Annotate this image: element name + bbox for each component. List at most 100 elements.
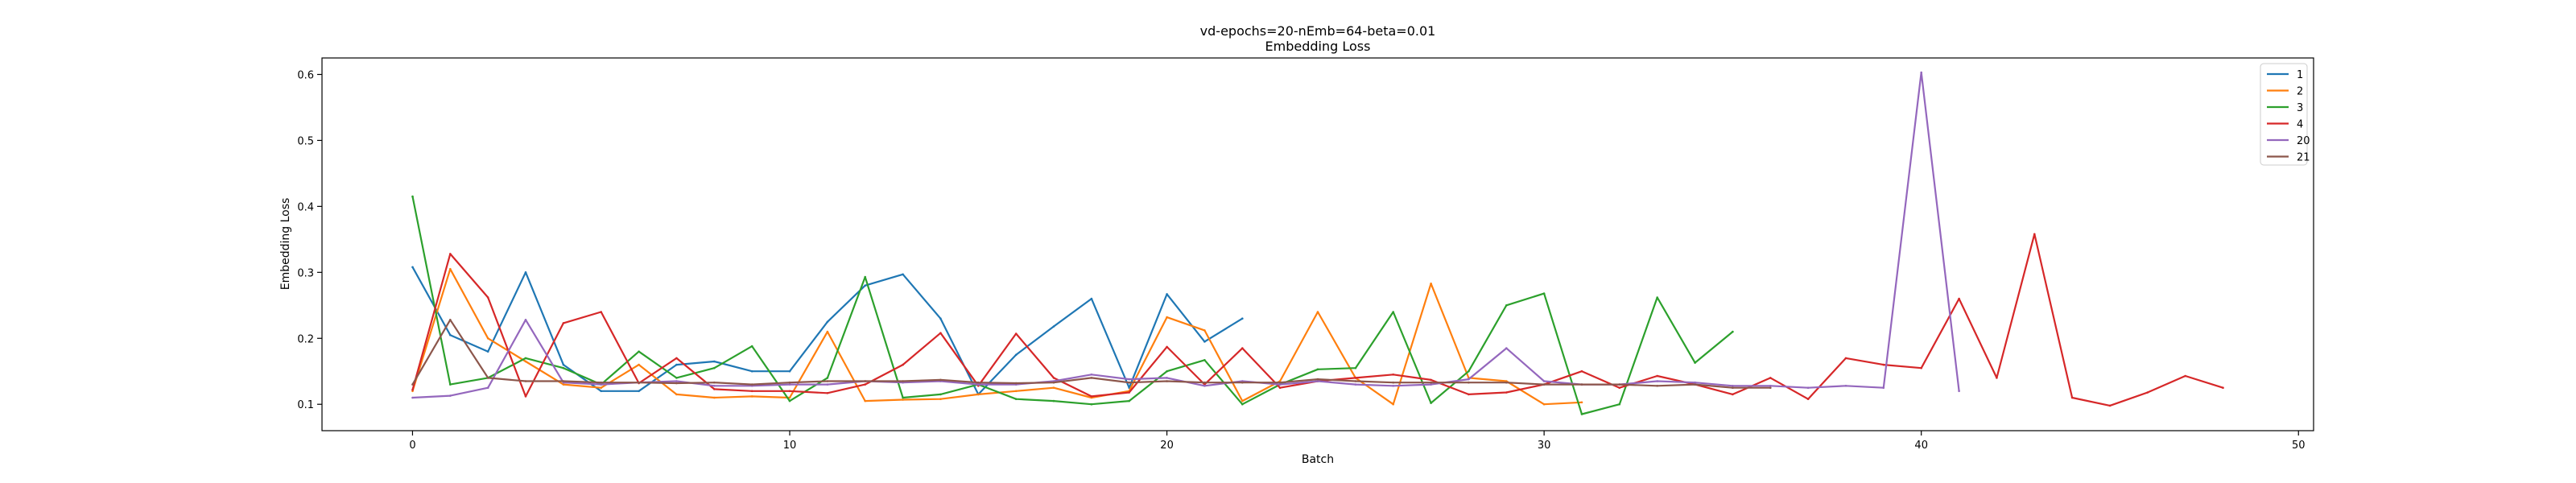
legend-label-3: 3 (2297, 102, 2303, 114)
data-point (600, 386, 602, 390)
data-point (1392, 402, 1394, 406)
data-point (1392, 385, 1394, 387)
data-point (1844, 357, 1847, 360)
data-point (1920, 366, 1922, 369)
legend-label-4: 4 (2297, 119, 2303, 131)
data-point (411, 396, 414, 399)
data-point (977, 383, 980, 386)
data-point (1166, 377, 1168, 379)
data-point (1128, 378, 1130, 381)
data-point (1052, 399, 1055, 402)
data-point (1732, 393, 1734, 396)
data-point (750, 383, 753, 386)
data-point (1278, 383, 1282, 386)
data-point (1505, 381, 1508, 384)
data-point (1392, 381, 1394, 384)
data-point (675, 377, 678, 379)
data-point (1468, 393, 1470, 396)
data-point (1769, 377, 1772, 379)
data-point (1316, 368, 1319, 371)
data-point (1430, 283, 1432, 285)
data-point (1241, 347, 1244, 349)
data-point (1090, 377, 1093, 379)
data-point (1014, 353, 1018, 357)
data-point (902, 398, 904, 401)
data-point (675, 380, 678, 382)
data-point (1128, 381, 1130, 384)
x-tick-label: 0 (409, 440, 415, 452)
data-point (1354, 380, 1357, 382)
data-point (1694, 383, 1696, 386)
y-tick-label: 0.6 (297, 69, 314, 81)
data-point (1052, 381, 1055, 384)
data-point (1732, 385, 1734, 387)
data-point (449, 253, 452, 255)
data-point (1316, 378, 1319, 381)
data-point (1430, 402, 1432, 404)
x-tick-label: 10 (783, 440, 797, 452)
legend-label-20: 20 (2297, 135, 2310, 147)
plot-frame (321, 57, 2314, 431)
data-point (675, 357, 678, 360)
data-point (1580, 383, 1583, 386)
data-point (939, 398, 942, 401)
data-point (1166, 380, 1168, 382)
data-point (1618, 386, 1621, 390)
data-point (1241, 381, 1244, 384)
data-point (675, 393, 678, 396)
data-point (1354, 377, 1357, 379)
data-point (675, 363, 678, 366)
x-tick-label: 30 (1538, 440, 1551, 452)
data-point (1468, 378, 1470, 381)
legend-label-1: 1 (2297, 69, 2303, 81)
series-line-20 (412, 71, 1960, 399)
data-point (1618, 402, 1621, 406)
x-tick-label: 20 (1160, 440, 1174, 452)
data-point (1996, 377, 1998, 379)
data-point (713, 360, 716, 363)
data-point (864, 275, 866, 279)
data-point (788, 396, 791, 399)
data-point (902, 273, 904, 276)
data-point (524, 271, 527, 274)
x-axis: 0 10 20 30 40 50 (409, 431, 2306, 452)
data-point (1920, 71, 1922, 74)
data-point (524, 357, 527, 360)
data-point (713, 381, 716, 384)
data-point (1166, 293, 1168, 295)
data-point (826, 330, 829, 333)
data-point (826, 380, 829, 382)
data-point (1580, 401, 1583, 404)
data-point (1656, 380, 1658, 382)
data-point (1542, 380, 1546, 382)
data-point (902, 380, 904, 382)
data-point (562, 380, 565, 382)
y-tick-label: 0.5 (297, 135, 314, 147)
data-point (449, 333, 452, 336)
data-point (1430, 383, 1432, 386)
data-point (1656, 385, 1658, 387)
data-point (1166, 369, 1168, 373)
x-tick-label: 40 (1914, 440, 1928, 452)
y-tick-label: 0.3 (297, 267, 314, 279)
data-point (486, 377, 489, 379)
data-point (1392, 374, 1394, 376)
data-point (486, 350, 489, 353)
data-point (1241, 402, 1244, 406)
data-point (1090, 297, 1093, 300)
data-point (1166, 345, 1168, 349)
data-point (826, 320, 829, 324)
data-point (713, 396, 716, 399)
data-point (939, 378, 942, 382)
data-point (1656, 296, 1658, 299)
data-point (600, 390, 602, 393)
data-point (1618, 383, 1621, 386)
data-point (826, 392, 829, 394)
data-point (788, 399, 791, 402)
data-point (1468, 381, 1470, 384)
y-tick-label: 0.2 (297, 333, 314, 345)
data-point (486, 337, 489, 340)
data-point (2146, 391, 2149, 394)
data-point (449, 394, 452, 397)
data-point (1090, 402, 1093, 406)
